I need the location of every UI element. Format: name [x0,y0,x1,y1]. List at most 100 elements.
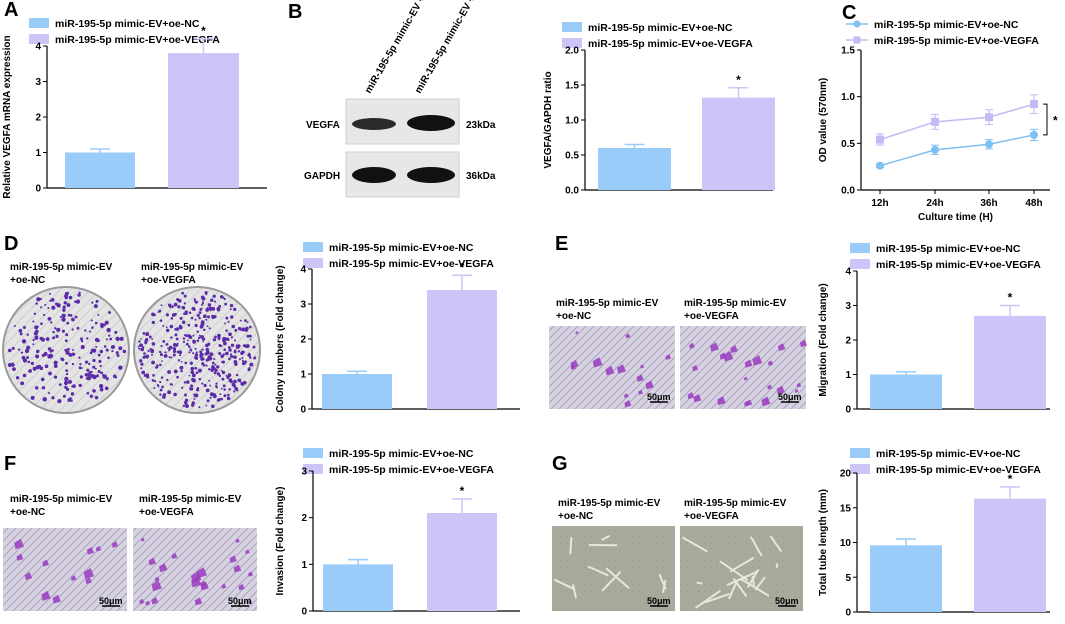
colony-dot [47,307,49,309]
colony-dot [166,329,169,332]
colony-dot [52,336,55,339]
y-axis-label: Relative VEGFA mRNA expression [2,35,13,198]
blot-band-gapdh-vegfa [407,167,455,183]
colony-dot [49,354,53,358]
colony-dot [48,372,52,376]
legend-swatch-nc [303,448,323,458]
y-tick-label: 1.0 [565,116,579,127]
colony-dot [228,388,230,390]
blot-band-gapdh-nc [352,167,396,183]
colony-dot [210,392,214,396]
colony-dot [67,398,71,402]
legend-swatch-nc [850,448,870,458]
colony-dot [214,368,217,371]
colony-dot [253,346,256,349]
invasion-caption-nc-line1: miR-195-5p mimic-EV [10,494,113,505]
colony-dot [92,389,96,393]
colony-dot [51,396,54,399]
colony-dot [166,313,169,316]
colony-dot [54,364,58,368]
colony-dot [161,376,163,378]
colony-dot [202,341,204,343]
colony-dot [170,325,173,328]
colony-dot [43,314,45,316]
colony-dot [230,308,232,310]
colony-dot [65,339,68,342]
colony-dot [57,399,61,403]
colony-dot [187,340,189,342]
tube-caption-nc-line1: miR-195-5p mimic-EV [558,498,661,509]
colony-dot [219,375,221,377]
colony-dot [105,321,109,325]
significance-star: * [201,24,206,38]
colony-dot [115,376,118,379]
colony-dot [208,380,210,382]
bar-vegfa [974,499,1046,612]
colony-dot [194,324,197,327]
colony-dot [210,299,213,302]
colony-dot [173,354,176,357]
colony-dot [56,303,60,307]
colony-dot [231,325,235,329]
colony-dot [170,336,172,338]
legend-label-nc: miR-195-5p mimic-EV+oe-NC [55,18,200,30]
colony-dot [143,332,146,335]
colony-dot [100,350,103,353]
colony-dot [181,306,184,309]
colony-dot [64,386,67,389]
colony-dot [198,317,200,319]
colony-dot [194,367,197,370]
y-tick-label: 3 [301,467,307,478]
colony-dot [245,328,248,331]
colony-dot [116,351,119,354]
colony-caption-vegfa-line1: miR-195-5p mimic-EV [141,262,244,273]
colony-dot [202,348,204,350]
colony-dot [192,379,196,383]
legend-label-vegfa: miR-195-5p mimic-EV+oe-VEGFA [588,38,753,50]
colony-dot [161,304,163,306]
colony-dot [191,370,195,374]
colony-dot [51,298,55,302]
significance-star: * [460,484,465,498]
colony-dot [223,348,226,351]
colony-dot [86,377,89,380]
colony-dot [151,312,155,316]
colony-dot [65,292,69,296]
colony-dot [145,332,149,336]
colony-dot [155,367,157,369]
bar-vegfa [702,98,775,190]
colony-dot [228,332,232,336]
colony-dot [47,317,51,321]
significance-star: * [1008,291,1013,305]
migration-caption-nc-line2: +oe-NC [556,311,591,322]
blot-row-label-gapdh: GAPDH [304,171,340,182]
y-tick-label: 0 [35,184,41,195]
colony-dot [141,371,145,375]
colony-dot [223,337,227,341]
colony-dot [207,315,210,318]
colony-dot [173,347,176,350]
colony-dot [173,343,177,347]
bar-nc [870,545,942,612]
colony-dot [75,316,78,319]
series-line-vegfa [880,104,1034,139]
blot-row-label-vegfa: VEGFA [306,120,340,131]
colony-dot [46,337,50,341]
colony-dot [92,348,96,352]
colony-dot [12,367,16,371]
legend-swatch-vegfa [850,259,870,269]
colony-dot [162,395,166,399]
colony-dot [176,327,179,330]
colony-dot [64,301,67,304]
colony-dot [179,366,183,370]
colony-dot [104,345,107,348]
colony-dot [36,350,40,354]
colony-dot [180,317,183,320]
colony-dot [69,353,73,357]
colony-dot [248,353,250,355]
colony-dot [195,353,198,356]
colony-dot [198,369,202,373]
legend-swatch-nc [29,18,49,28]
